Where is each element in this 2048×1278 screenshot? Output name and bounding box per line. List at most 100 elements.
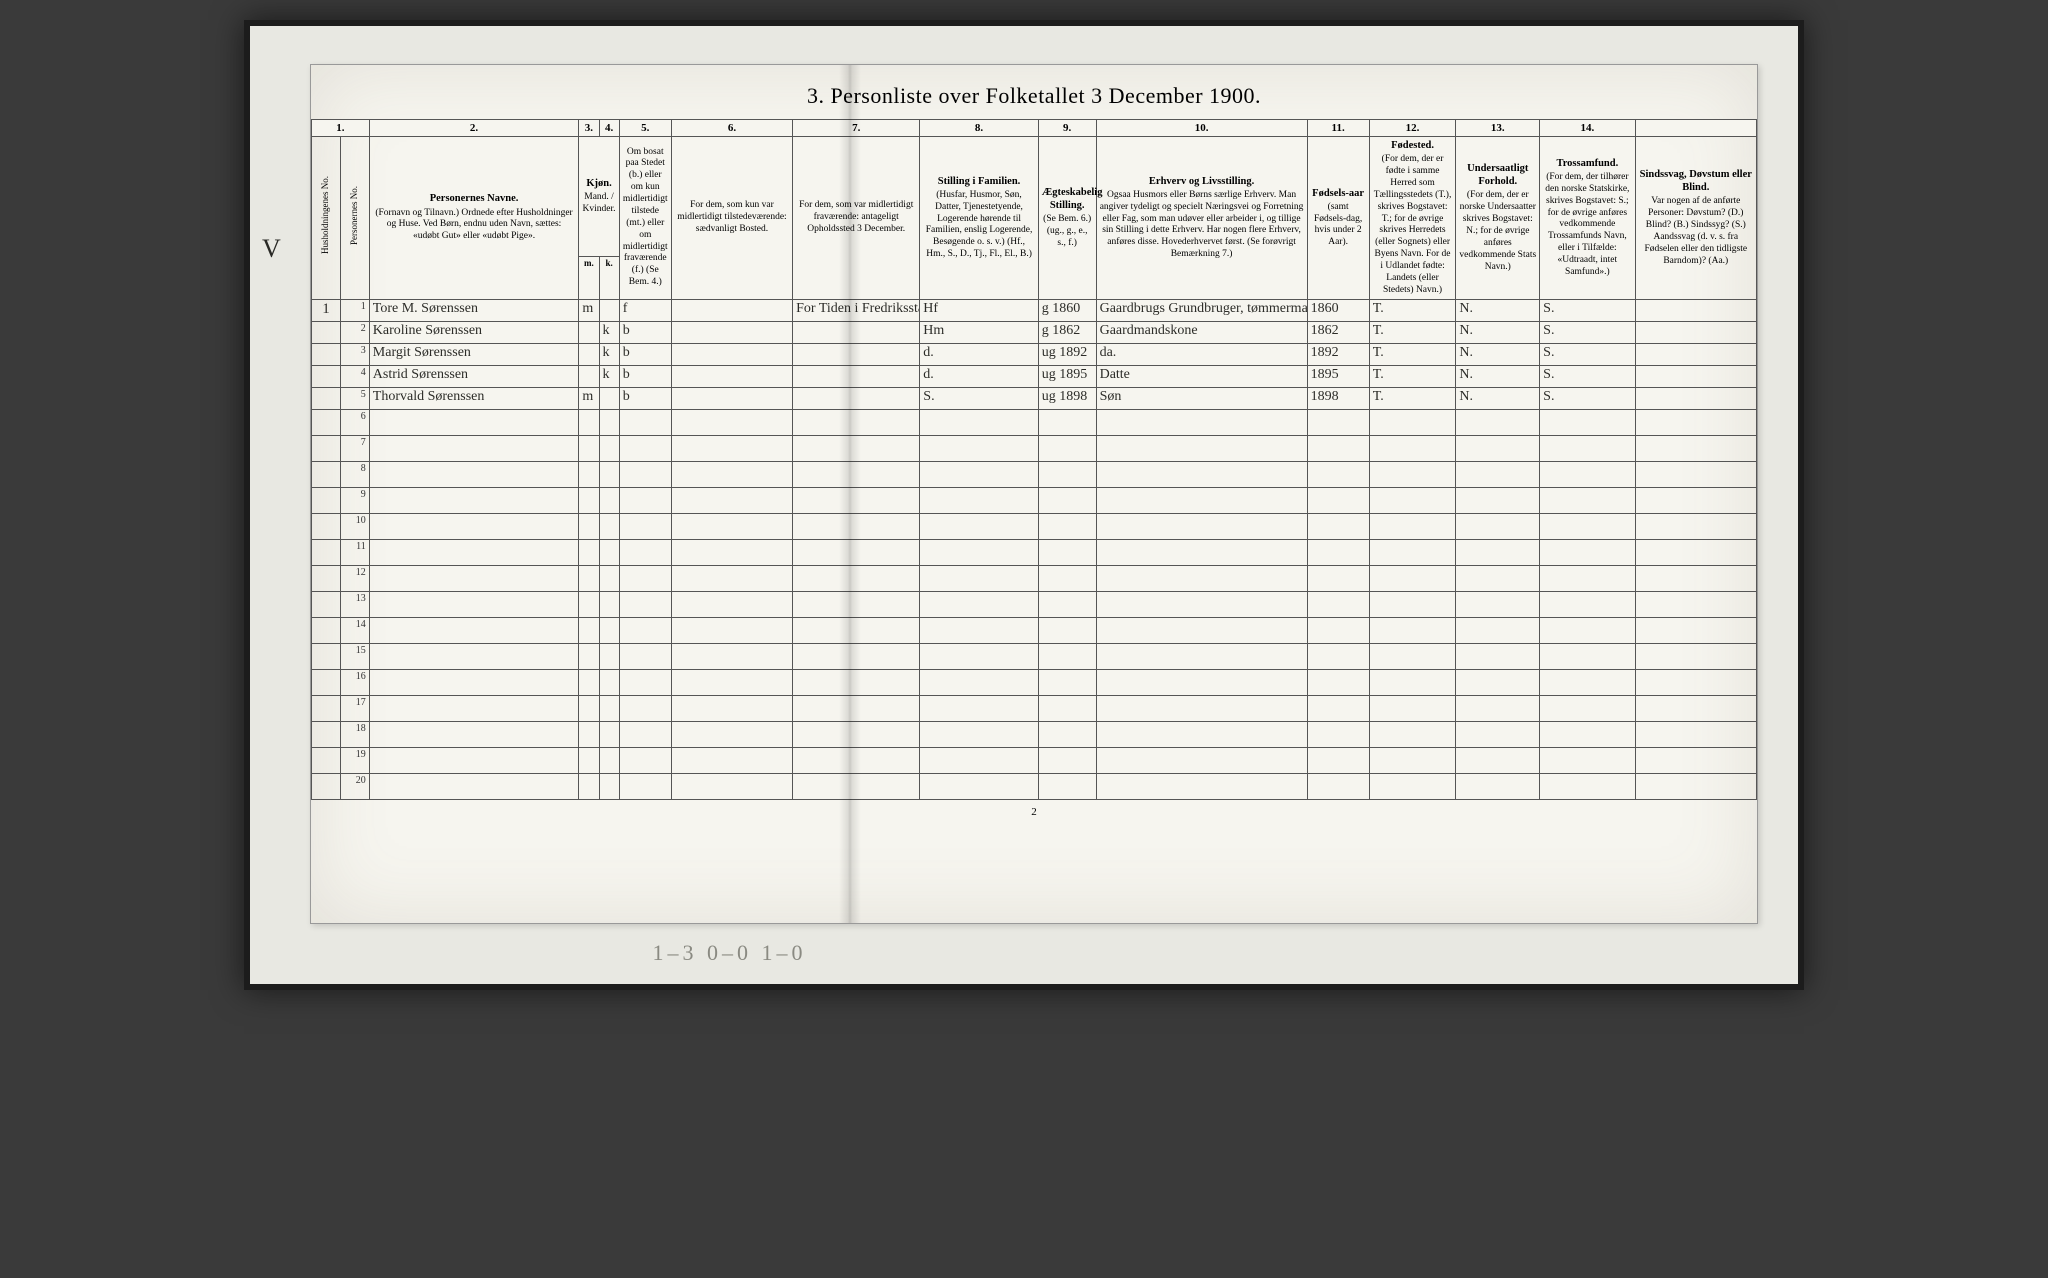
cell-m — [579, 565, 599, 591]
cell-abs — [793, 409, 920, 435]
cell-bp — [1369, 591, 1456, 617]
cell-mar: g 1862 — [1038, 321, 1096, 343]
hd-family-position: Stilling i Familien. (Husfar, Husmor, Sø… — [920, 137, 1038, 300]
cell-bp — [1369, 721, 1456, 747]
cell-rel — [1540, 591, 1635, 617]
cell-rel — [1540, 461, 1635, 487]
cell-name — [369, 539, 579, 565]
cell-pn: 11 — [340, 539, 369, 565]
cell-pn: 1 — [340, 299, 369, 321]
cell-abs — [793, 321, 920, 343]
cell-nat: N. — [1456, 387, 1540, 409]
cell-dis — [1635, 747, 1756, 773]
cell-abs — [793, 669, 920, 695]
cell-nat — [1456, 747, 1540, 773]
cell-res: f — [619, 299, 671, 321]
cell-occ: Gaardbrugs Grundbruger, tømmermand betri — [1096, 299, 1307, 321]
cell-res — [619, 721, 671, 747]
cell-bp: T. — [1369, 299, 1456, 321]
colnum-10: 10. — [1096, 120, 1307, 137]
cell-res — [619, 747, 671, 773]
cell-hh — [312, 591, 341, 617]
cell-m — [579, 617, 599, 643]
cell-pn: 20 — [340, 773, 369, 799]
colnum-2: 2. — [369, 120, 579, 137]
cell-name — [369, 409, 579, 435]
pencil-tally-note: 1–3 0–0 1–0 — [652, 940, 806, 966]
cell-m — [579, 513, 599, 539]
cell-mar — [1038, 721, 1096, 747]
cell-name — [369, 461, 579, 487]
cell-occ — [1096, 539, 1307, 565]
cell-mar: g 1860 — [1038, 299, 1096, 321]
cell-m — [579, 747, 599, 773]
hd-temp-absent: For dem, som var midlertidigt fraværende… — [793, 137, 920, 300]
cell-hh — [312, 643, 341, 669]
cell-k — [599, 721, 619, 747]
cell-fam — [920, 617, 1038, 643]
cell-k — [599, 617, 619, 643]
cell-occ — [1096, 461, 1307, 487]
cell-occ — [1096, 435, 1307, 461]
cell-pn: 16 — [340, 669, 369, 695]
cell-occ: Datte — [1096, 365, 1307, 387]
cell-name: Margit Sørenssen — [369, 343, 579, 365]
cell-hh — [312, 343, 341, 365]
cell-bp — [1369, 409, 1456, 435]
cell-pn: 6 — [340, 409, 369, 435]
cell-nat: N. — [1456, 299, 1540, 321]
cell-occ — [1096, 487, 1307, 513]
hd-residence: Om bosat paa Stedet (b.) eller om kun mi… — [619, 137, 671, 300]
cell-birth — [1307, 565, 1369, 591]
colnum-blank — [1635, 120, 1756, 137]
census-sheet: 3. Personliste over Folketallet 3 Decemb… — [310, 64, 1758, 924]
cell-res — [619, 461, 671, 487]
cell-birth — [1307, 435, 1369, 461]
cell-occ: Søn — [1096, 387, 1307, 409]
cell-abs — [793, 695, 920, 721]
cell-rel: S. — [1540, 299, 1635, 321]
colnum-3: 3. — [579, 120, 599, 137]
cell-name — [369, 435, 579, 461]
cell-birth — [1307, 669, 1369, 695]
cell-abs — [793, 591, 920, 617]
cell-m — [579, 539, 599, 565]
cell-res: b — [619, 321, 671, 343]
cell-fam — [920, 435, 1038, 461]
colnum-4: 4. — [599, 120, 619, 137]
cell-name — [369, 617, 579, 643]
cell-mar — [1038, 773, 1096, 799]
cell-tmp — [671, 435, 792, 461]
cell-k — [599, 539, 619, 565]
hd-person-no: Personernes No. — [340, 137, 369, 300]
cell-hh — [312, 565, 341, 591]
hd-birthyear: Fødsels-aar (samt Fødsels-dag, hvis unde… — [1307, 137, 1369, 300]
cell-nat — [1456, 409, 1540, 435]
cell-name — [369, 747, 579, 773]
cell-birth: 1898 — [1307, 387, 1369, 409]
cell-mar: ug 1898 — [1038, 387, 1096, 409]
cell-res — [619, 565, 671, 591]
cell-bp — [1369, 513, 1456, 539]
cell-tmp — [671, 343, 792, 365]
cell-nat — [1456, 695, 1540, 721]
colnum-5: 5. — [619, 120, 671, 137]
cell-fam: d. — [920, 343, 1038, 365]
colnum-6: 6. — [671, 120, 792, 137]
cell-birth — [1307, 461, 1369, 487]
cell-nat: N. — [1456, 365, 1540, 387]
cell-res — [619, 487, 671, 513]
cell-fam — [920, 643, 1038, 669]
cell-fam — [920, 773, 1038, 799]
cell-bp — [1369, 435, 1456, 461]
cell-bp — [1369, 669, 1456, 695]
cell-nat: N. — [1456, 343, 1540, 365]
cell-rel — [1540, 721, 1635, 747]
cell-rel — [1540, 409, 1635, 435]
cell-rel: S. — [1540, 343, 1635, 365]
cell-abs — [793, 773, 920, 799]
cell-res — [619, 643, 671, 669]
cell-mar — [1038, 409, 1096, 435]
cell-m — [579, 487, 599, 513]
cell-k — [599, 435, 619, 461]
